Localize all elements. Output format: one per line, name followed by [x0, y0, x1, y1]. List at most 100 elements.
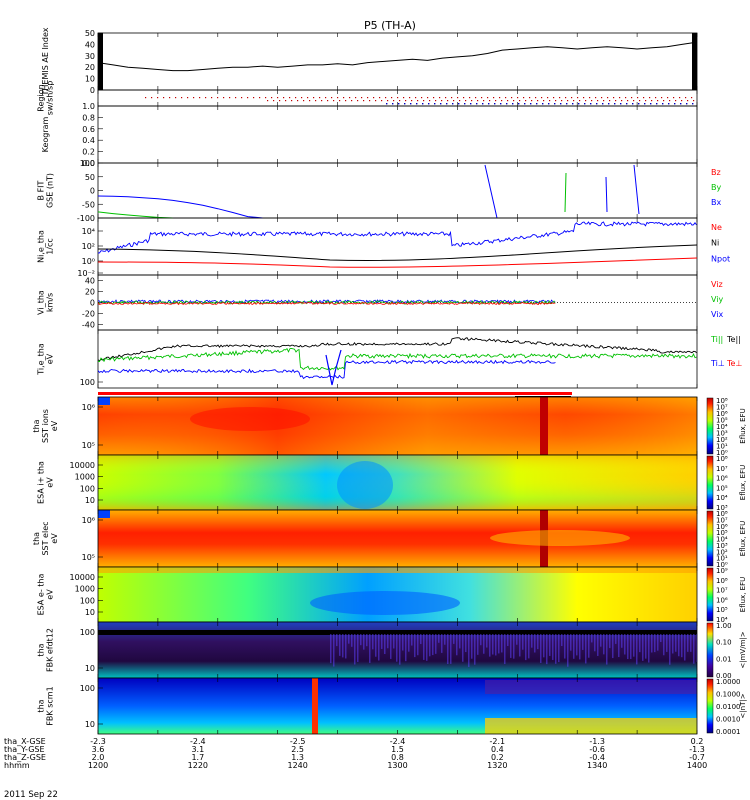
fbk_e-panel: tha FBK efdt12 100 10 1.00 0.10 0.01 0.00 <|mV/m… [37, 621, 747, 680]
region-dot [357, 100, 359, 102]
region-dot [333, 100, 335, 102]
region-dot [499, 97, 501, 99]
region-dot [351, 100, 353, 102]
y-tick-label: 10 [85, 720, 95, 729]
colorbar [706, 567, 714, 622]
heatmap-stripe [444, 634, 446, 645]
region-dot [560, 103, 562, 105]
colorbar-label: <|nT|> [739, 693, 747, 718]
heatmap-stripe [558, 634, 560, 663]
heatmap-stripe [567, 634, 569, 667]
x-tick-label: 1200 [88, 761, 108, 770]
temperature-panel: Ti,e_tha eV 100 Ti|| Te|| Ti⊥ Te⊥ [37, 329, 742, 389]
heatmap-stripe [516, 634, 518, 645]
y-axis-label: sw/sh/sp [46, 81, 55, 116]
region-dot [511, 97, 513, 99]
legend-entry: Vix [711, 310, 724, 319]
colorbar-tick-label: 10⁶ [716, 410, 728, 418]
mode-bar-fast [98, 392, 572, 395]
region-dot [530, 103, 532, 105]
heatmap-stripe [582, 634, 584, 650]
heatmap-edge [98, 510, 110, 518]
heatmap-stripe [573, 634, 575, 659]
bx-spike [484, 164, 498, 219]
y-axis-label: tha [37, 699, 46, 712]
heatmap-stripe [597, 634, 599, 656]
y-tick-label: 10⁶ [82, 403, 95, 412]
heatmap-stripe [399, 634, 401, 665]
legend-entry: Ti⊥ [710, 359, 725, 368]
region-dot [663, 100, 665, 102]
te-par-line [97, 337, 697, 362]
x-axis-row-label: tha_Y-GSE [4, 745, 45, 754]
y-tick-label: 10⁵ [82, 441, 95, 450]
npot-line [97, 221, 697, 254]
y-axis-label: 1/cc [46, 238, 55, 255]
region-dot [572, 103, 574, 105]
colorbar-tick-label: 10⁴ [716, 423, 728, 431]
region-dot [651, 100, 653, 102]
ae-index-panel: THEMIS AE Index 50 40 30 20 10 0 [41, 27, 698, 96]
region-dot [482, 103, 484, 105]
region-dot [506, 103, 508, 105]
heatmap-stripe [534, 634, 536, 653]
region-dot [519, 100, 521, 102]
y-axis-label: SST ions [41, 409, 50, 443]
region-dot [235, 97, 237, 99]
colorbar-tick-label: 10⁴ [716, 536, 728, 544]
heatmap-stripe [591, 634, 593, 643]
region-dot [459, 100, 461, 102]
region-dot [662, 103, 664, 105]
region-dot [405, 100, 407, 102]
region-dot [590, 103, 592, 105]
colorbar-tick-label: 10⁸ [716, 455, 728, 463]
region-dot [386, 103, 388, 105]
region-dot [621, 100, 623, 102]
heatmap-stripe [522, 634, 524, 650]
colorbar-tick-label: 10¹ [716, 555, 728, 563]
y-tick-label: 10⁻² [77, 269, 95, 278]
x-tick-label: 0.8 [391, 753, 404, 762]
region-dot [541, 97, 543, 99]
colorbar-tick-label: 10⁸ [716, 577, 728, 585]
heatmap-stripe [405, 634, 407, 662]
heatmap-stripe [684, 634, 686, 661]
heatmap-stripe [498, 634, 500, 654]
region-dot [686, 103, 688, 105]
region-dot [619, 97, 621, 99]
heatmap-stripe [357, 634, 359, 662]
region-dot [531, 100, 533, 102]
region-dot [307, 97, 309, 99]
colorbar-tick-label: 10¹ [716, 443, 728, 451]
heatmap-stripe [486, 634, 488, 648]
region-dot [495, 100, 497, 102]
region-dot [229, 97, 231, 99]
heatmap-stripe [615, 634, 617, 644]
heatmap-overlay [98, 455, 697, 510]
region-dot [597, 100, 599, 102]
y-tick-label: 10⁵ [82, 553, 95, 562]
region-dot [584, 103, 586, 105]
x-tick-label: -2.5 [290, 737, 306, 746]
region-dot [603, 100, 605, 102]
heatmap-stripe [555, 634, 557, 664]
series-line [97, 195, 263, 219]
region-dot [373, 97, 375, 99]
region-dot [673, 97, 675, 99]
region-dot [321, 100, 323, 102]
heatmap-stripe [339, 634, 341, 656]
heatmap-stripe [681, 634, 683, 658]
region-dot [422, 103, 424, 105]
region-dot [579, 100, 581, 102]
heatmap-stripe [396, 634, 398, 662]
colorbar-tick-label: 10⁷ [716, 587, 728, 595]
region-dot [620, 103, 622, 105]
colorbar-label: Eflux, EFU [739, 465, 747, 500]
heatmap-stripe [483, 634, 485, 654]
heatmap-stripe [510, 634, 512, 658]
heatmap-stripe [660, 634, 662, 643]
y-tick-label: 1.0 [82, 102, 95, 111]
region-dot [685, 97, 687, 99]
legend-entry: Ti|| [710, 335, 723, 344]
